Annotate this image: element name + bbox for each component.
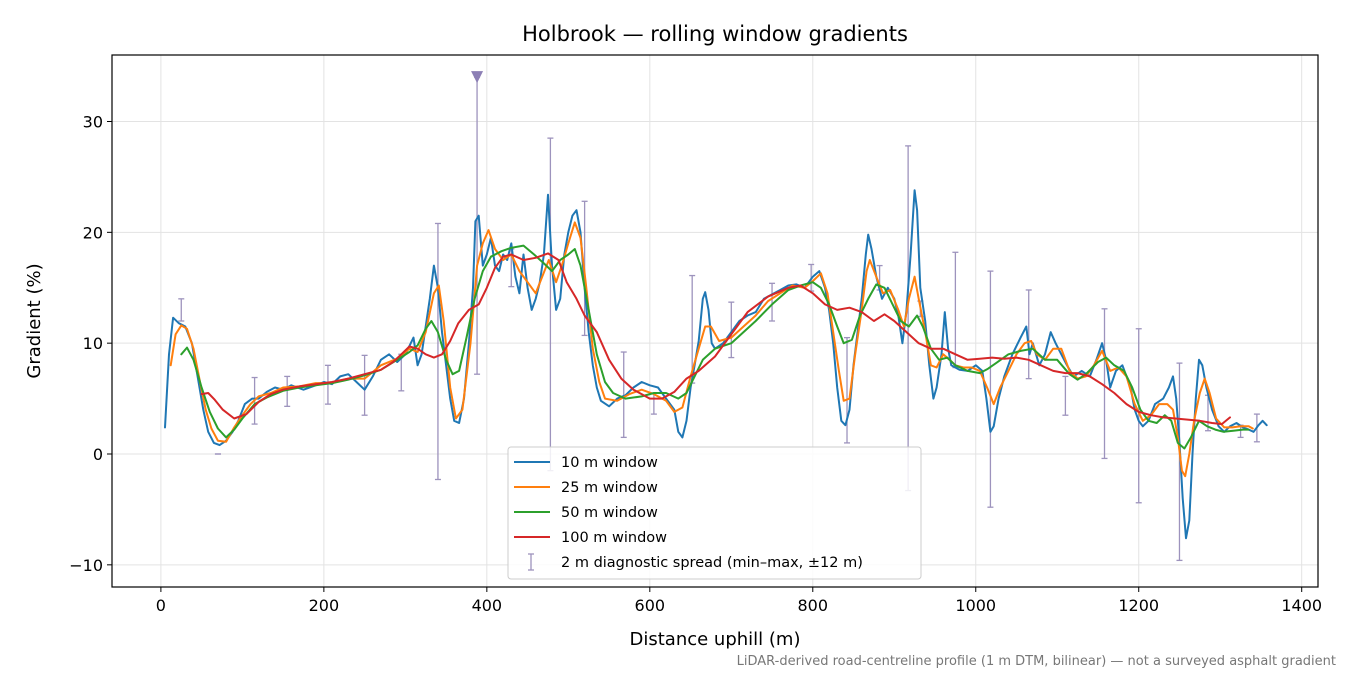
series-error-bars [178,76,1260,562]
y-tick-label: 10 [83,334,103,353]
legend-label: 10 m window [561,455,658,471]
legend-label: 2 m diagnostic spread (min–max, ±12 m) [561,555,863,571]
x-tick-label: 0 [156,596,166,615]
x-axis-label: Distance uphill (m) [630,629,801,650]
legend: 10 m window 25 m window 50 m window 100 m w… [507,446,922,580]
y-tick-label: 20 [83,223,103,242]
y-tick-label: −10 [69,556,103,575]
legend-label: 100 m window [561,530,667,546]
series-layer [164,71,1268,562]
x-tick-label: 1000 [955,596,996,615]
axis-ticks: 0 200 400 600 800 1000 1200 1400 −10 0 10 20 30 [69,113,1322,616]
legend-label: 50 m window [561,505,658,521]
y-tick-label: 30 [83,113,103,132]
plot-frame [111,54,1319,588]
x-tick-label: 600 [635,596,666,615]
x-tick-label: 800 [798,596,829,615]
series-line-1 [169,221,1254,478]
chart-title: Holbrook — rolling window gradients [522,22,908,46]
chart-caption: LiDAR-derived road-centreline profile (1… [737,654,1336,669]
x-tick-label: 400 [472,596,503,615]
x-tick-label: 1200 [1118,596,1159,615]
legend-frame [507,446,922,580]
series-line-2 [180,244,1250,450]
x-tick-label: 200 [309,596,340,615]
y-tick-label: 0 [93,445,103,464]
series-line-3 [200,252,1231,426]
x-tick-label: 1400 [1281,596,1322,615]
series-line-0 [164,189,1268,540]
legend-label: 25 m window [561,480,658,496]
peak-marker [471,71,484,84]
y-axis-label: Gradient (%) [24,263,45,378]
